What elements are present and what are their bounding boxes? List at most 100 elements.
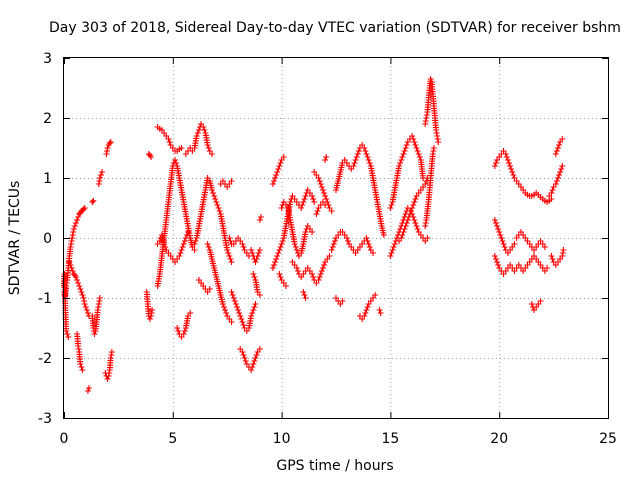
data-point — [352, 157, 359, 163]
data-point — [201, 127, 208, 133]
data-point — [377, 310, 384, 316]
data-point — [226, 235, 233, 241]
data-point — [248, 313, 255, 319]
x-tick-label: 10 — [273, 431, 291, 447]
data-point — [278, 241, 285, 247]
data-point — [187, 310, 194, 316]
data-point — [361, 145, 368, 151]
data-point — [299, 202, 306, 208]
data-point — [86, 385, 93, 391]
data-point — [405, 214, 412, 220]
data-point — [329, 244, 336, 250]
data-point — [553, 148, 560, 154]
data-point — [404, 217, 411, 223]
data-point — [339, 298, 346, 304]
data-point — [415, 151, 422, 157]
data-point — [292, 244, 299, 250]
data-point — [193, 133, 200, 139]
y-tick-label: -3 — [38, 411, 52, 427]
data-point — [219, 301, 226, 307]
data-point — [309, 193, 316, 199]
data-point — [301, 292, 308, 298]
data-point — [174, 325, 181, 331]
data-point — [549, 187, 556, 193]
data-point — [363, 235, 370, 241]
data-point — [180, 241, 187, 247]
x-axis-title: GPS time / hours — [276, 458, 393, 474]
x-tick-label: 20 — [490, 431, 508, 447]
data-point — [390, 244, 397, 250]
data-point — [510, 172, 517, 178]
data-point — [255, 250, 262, 256]
data-point — [408, 208, 415, 214]
data-point — [410, 136, 417, 142]
data-point — [256, 217, 263, 223]
data-point — [317, 181, 324, 187]
data-point — [363, 151, 370, 157]
x-tick-label: 15 — [381, 431, 399, 447]
data-point — [321, 190, 328, 196]
y-tick-label: 1 — [43, 171, 52, 187]
data-point — [96, 175, 103, 181]
data-point — [387, 253, 394, 259]
data-point — [227, 256, 234, 262]
data-point — [276, 163, 283, 169]
data-point — [224, 247, 231, 253]
data-point — [300, 289, 307, 295]
data-point — [229, 292, 236, 298]
data-point — [380, 232, 387, 238]
data-point — [406, 211, 413, 217]
data-point — [236, 310, 243, 316]
data-point — [402, 145, 409, 151]
data-point — [321, 262, 328, 268]
y-tick-label: 3 — [43, 51, 52, 67]
data-point — [70, 226, 77, 232]
data-point — [396, 163, 403, 169]
data-point — [411, 199, 418, 205]
data-point — [67, 262, 74, 268]
data-point — [397, 160, 404, 166]
data-point — [270, 262, 277, 268]
data-point — [213, 199, 220, 205]
data-point — [491, 217, 498, 223]
data-point — [537, 298, 544, 304]
data-point — [343, 235, 350, 241]
data-point — [252, 259, 259, 265]
data-point — [108, 349, 115, 355]
data-point — [74, 217, 81, 223]
y-tick-label: -1 — [38, 291, 52, 307]
data-point — [226, 253, 233, 259]
data-point — [354, 151, 361, 157]
data-point — [430, 145, 437, 151]
data-point — [498, 235, 505, 241]
data-point — [175, 328, 182, 334]
data-point — [410, 202, 417, 208]
data-point — [416, 154, 423, 160]
data-point — [225, 250, 232, 256]
data-point — [191, 241, 198, 247]
data-point — [235, 307, 242, 313]
data-point — [206, 286, 213, 292]
data-point — [237, 313, 244, 319]
data-point — [411, 139, 418, 145]
x-tick-label: 0 — [60, 431, 69, 447]
data-point — [322, 193, 329, 199]
data-point — [181, 238, 188, 244]
data-point — [328, 247, 335, 253]
data-point — [272, 175, 279, 181]
data-point — [310, 196, 317, 202]
data-point — [495, 262, 502, 268]
data-point — [77, 286, 84, 292]
data-point — [362, 310, 369, 316]
data-point — [81, 205, 88, 211]
data-point — [222, 307, 229, 313]
plot-frame — [63, 57, 609, 419]
data-point — [553, 178, 560, 184]
data-point — [353, 154, 360, 160]
data-point — [556, 142, 563, 148]
data-point — [178, 145, 185, 151]
data-point — [511, 241, 518, 247]
data-point — [239, 319, 246, 325]
data-point — [560, 247, 567, 253]
